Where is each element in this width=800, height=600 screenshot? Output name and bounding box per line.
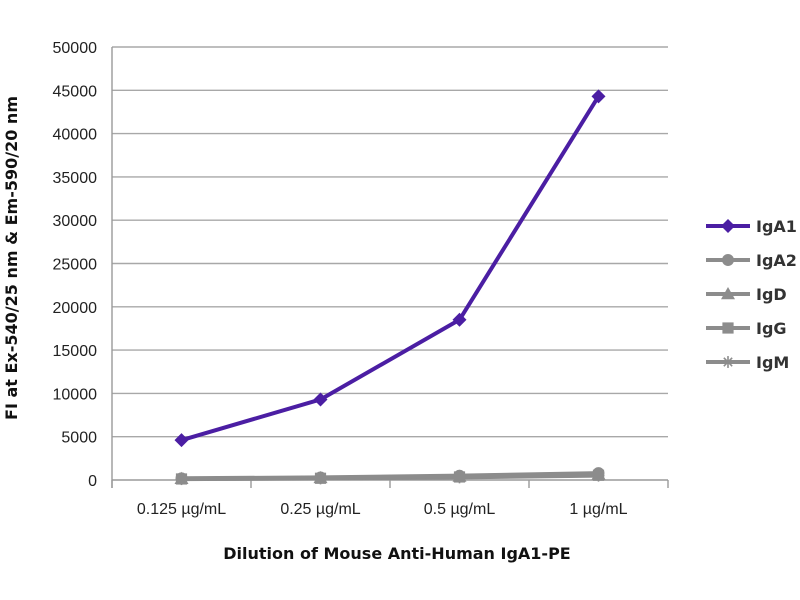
legend-label-igd: IgD	[756, 285, 787, 304]
y-tick-labels: 0 5000 10000 15000 20000 25000 30000 35000 40000…	[53, 40, 98, 490]
series-iga2	[175, 467, 605, 485]
legend-label-iga1: IgA1	[756, 217, 797, 236]
data-point-iga1	[174, 433, 189, 448]
series-line-iga1	[180, 95, 601, 443]
legend-item-igg: IgG	[706, 319, 787, 338]
legend-item-igd: IgD	[706, 285, 787, 304]
star-stroke	[723, 357, 733, 367]
x-tick-label: 0.5 µg/mL	[424, 501, 496, 518]
legend-item-iga2: IgA2	[706, 251, 797, 270]
x-axis-title: Dilution of Mouse Anti-Human IgA1-PE	[223, 544, 570, 563]
data-point-iga2	[314, 471, 327, 484]
y-tick-label: 5000	[61, 430, 97, 447]
data-point-iga2	[453, 469, 466, 482]
x-tick-label: 1 µg/mL	[569, 501, 627, 518]
x-tick-labels: 0.125 µg/mL 0.25 µg/mL 0.5 µg/mL 1 µg/mL	[137, 501, 628, 518]
data-point-iga2	[175, 472, 188, 485]
y-gridlines	[111, 46, 669, 488]
y-tick-label: 30000	[53, 213, 98, 230]
legend-item-igm: IgM	[706, 353, 789, 372]
y-tick-label: 40000	[53, 127, 98, 144]
series-iga1	[174, 89, 606, 448]
legend-label-igm: IgM	[756, 353, 789, 372]
legend-marker-igg	[722, 322, 734, 334]
data-point-iga1	[591, 89, 606, 104]
legend-marker-iga1	[721, 219, 735, 233]
y-tick-label: 20000	[53, 300, 98, 317]
legend-marker-iga2	[722, 254, 734, 266]
legend-label-igg: IgG	[756, 319, 787, 338]
y-axis-title: FI at Ex-540/25 nm & Em-590/20 nm	[2, 96, 21, 420]
x-tick-label: 0.125 µg/mL	[137, 501, 226, 518]
legend-marker-igm	[722, 356, 734, 368]
series-group	[174, 89, 606, 486]
data-point-iga2	[592, 467, 605, 480]
y-tick-label: 10000	[53, 386, 98, 403]
legend-marker-igd	[721, 287, 735, 300]
y-tick-label: 50000	[53, 40, 98, 57]
x-tick-label: 0.25 µg/mL	[280, 501, 360, 518]
data-point-iga1	[452, 312, 467, 327]
legend-item-iga1: IgA1	[706, 217, 797, 236]
y-tick-label: 25000	[53, 257, 98, 274]
y-tick-label: 0	[88, 473, 97, 490]
y-tick-label: 45000	[53, 83, 98, 100]
data-point-iga1	[313, 392, 328, 407]
legend: IgA1 IgA2 IgD IgG IgM	[706, 217, 797, 372]
y-tick-label: 15000	[53, 343, 98, 360]
series-line-iga2	[181, 471, 599, 481]
legend-label-iga2: IgA2	[756, 251, 797, 270]
y-tick-label: 35000	[53, 170, 98, 187]
